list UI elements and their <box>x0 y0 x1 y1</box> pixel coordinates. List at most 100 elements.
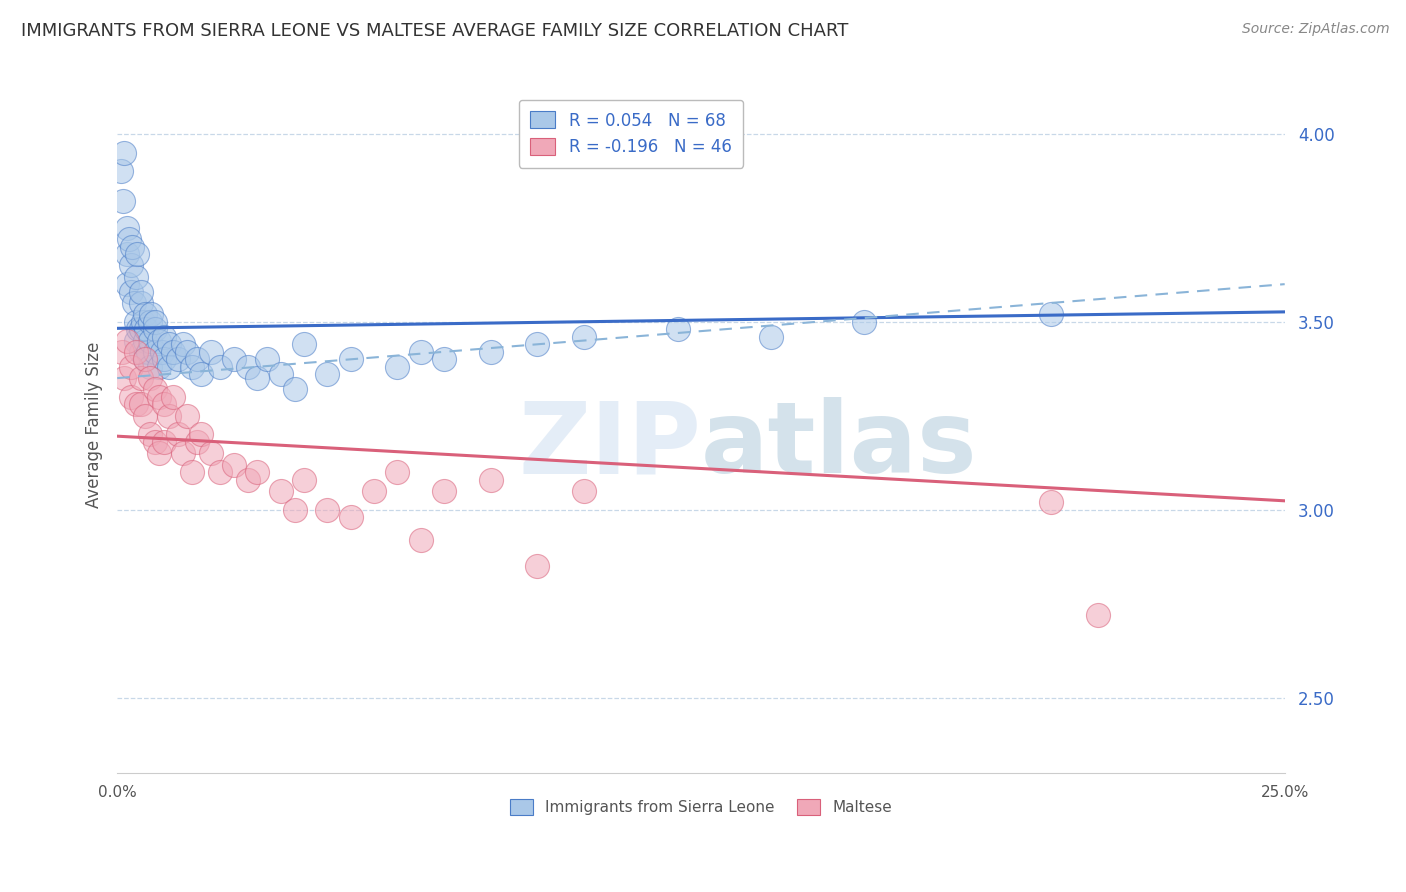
Point <box>172 337 194 351</box>
Point <box>284 502 307 516</box>
Point <box>125 344 148 359</box>
Point <box>153 330 176 344</box>
Point <box>118 232 141 246</box>
Point <box>222 458 245 472</box>
Point <box>134 352 156 367</box>
Point <box>246 465 269 479</box>
Point <box>200 344 222 359</box>
Point <box>572 483 595 498</box>
Point <box>387 465 409 479</box>
Point <box>120 359 142 374</box>
Point <box>112 145 135 160</box>
Text: atlas: atlas <box>702 398 977 494</box>
Point <box>129 322 152 336</box>
Point <box>115 334 138 348</box>
Point <box>148 390 170 404</box>
Text: Source: ZipAtlas.com: Source: ZipAtlas.com <box>1241 22 1389 37</box>
Point <box>157 337 180 351</box>
Point <box>129 397 152 411</box>
Point <box>292 337 315 351</box>
Point <box>129 371 152 385</box>
Point <box>131 285 153 299</box>
Point <box>111 344 134 359</box>
Point <box>117 277 139 292</box>
Point <box>236 473 259 487</box>
Point <box>339 510 361 524</box>
Point <box>122 296 145 310</box>
Point <box>139 371 162 385</box>
Point <box>1040 495 1063 509</box>
Point <box>134 307 156 321</box>
Point <box>363 483 385 498</box>
Point <box>526 337 548 351</box>
Point <box>125 247 148 261</box>
Point <box>222 352 245 367</box>
Point <box>125 315 148 329</box>
Point <box>180 465 202 479</box>
Point <box>200 446 222 460</box>
Point <box>143 435 166 450</box>
Point <box>433 483 456 498</box>
Point <box>148 334 170 348</box>
Point <box>148 359 170 374</box>
Point <box>853 315 876 329</box>
Point <box>115 220 138 235</box>
Point <box>148 446 170 460</box>
Point <box>111 194 134 209</box>
Point <box>110 164 132 178</box>
Point <box>125 269 148 284</box>
Point <box>409 533 432 547</box>
Point <box>759 330 782 344</box>
Point <box>167 427 190 442</box>
Point <box>572 330 595 344</box>
Point <box>153 435 176 450</box>
Point <box>145 315 167 329</box>
Legend: Immigrants from Sierra Leone, Maltese: Immigrants from Sierra Leone, Maltese <box>501 790 901 824</box>
Point <box>284 383 307 397</box>
Point <box>143 344 166 359</box>
Point <box>139 315 162 329</box>
Point <box>153 397 176 411</box>
Point <box>125 334 148 348</box>
Point <box>120 285 142 299</box>
Point <box>180 359 202 374</box>
Point <box>339 352 361 367</box>
Point <box>129 296 152 310</box>
Point <box>172 446 194 460</box>
Point <box>139 427 162 442</box>
Point <box>1087 607 1109 622</box>
Point <box>167 352 190 367</box>
Point <box>143 322 166 336</box>
Text: ZIP: ZIP <box>517 398 702 494</box>
Point <box>246 371 269 385</box>
Point <box>186 435 208 450</box>
Point <box>112 371 135 385</box>
Point <box>129 344 152 359</box>
Y-axis label: Average Family Size: Average Family Size <box>86 342 103 508</box>
Point <box>157 409 180 423</box>
Point <box>316 502 339 516</box>
Point <box>150 344 173 359</box>
Point <box>387 359 409 374</box>
Text: IMMIGRANTS FROM SIERRA LEONE VS MALTESE AVERAGE FAMILY SIZE CORRELATION CHART: IMMIGRANTS FROM SIERRA LEONE VS MALTESE … <box>21 22 848 40</box>
Point <box>176 409 198 423</box>
Point <box>1040 307 1063 321</box>
Point <box>236 359 259 374</box>
Point <box>292 473 315 487</box>
Point <box>143 383 166 397</box>
Point <box>134 352 156 367</box>
Point <box>190 427 212 442</box>
Point <box>153 352 176 367</box>
Point <box>132 315 155 329</box>
Point <box>139 359 162 374</box>
Point <box>135 322 157 336</box>
Point <box>157 359 180 374</box>
Point <box>208 465 231 479</box>
Point <box>120 390 142 404</box>
Point <box>186 352 208 367</box>
Point <box>316 368 339 382</box>
Point <box>666 322 689 336</box>
Point <box>162 344 184 359</box>
Point <box>136 344 159 359</box>
Point <box>190 368 212 382</box>
